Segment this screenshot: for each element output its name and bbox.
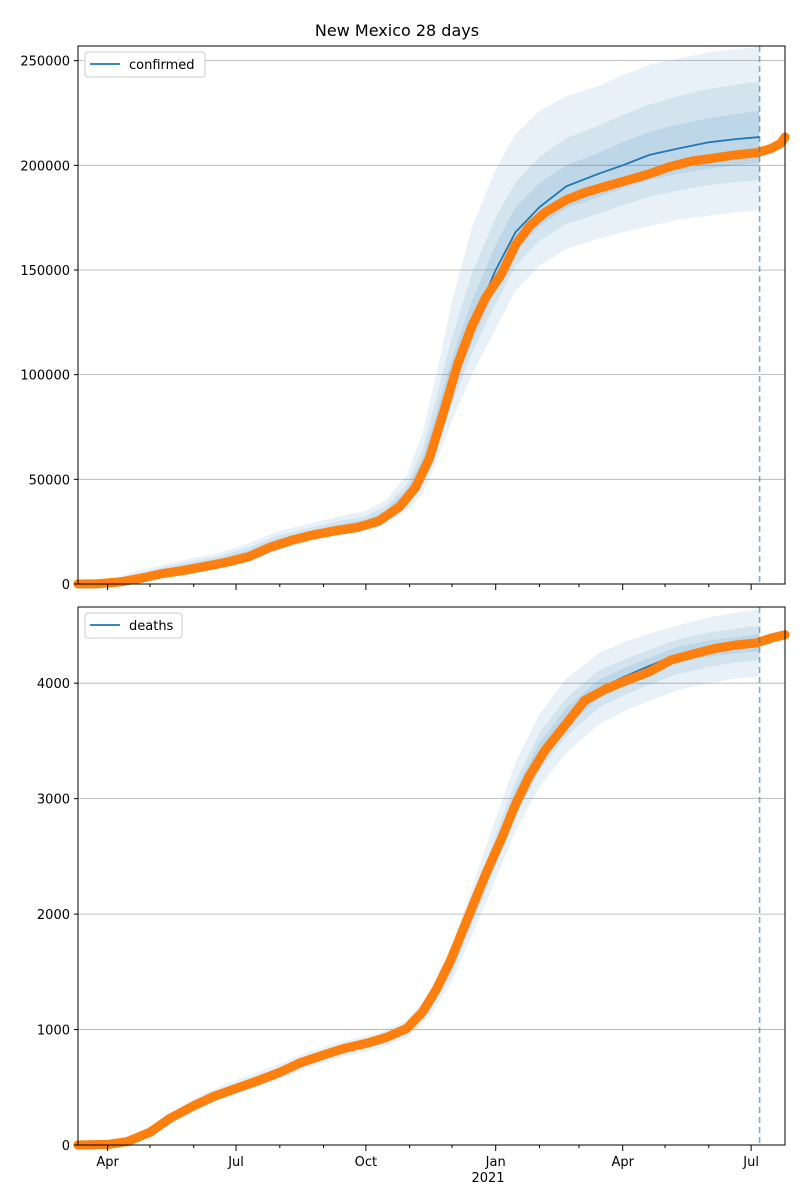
deaths-x-tick-label: Jul (742, 1155, 759, 1170)
deaths-x-tick-label: Jul (227, 1155, 244, 1170)
deaths-panel: 0 1000 2000 3000 4000 Apr Jul Oct Jan Apr Jul dea… (37, 606, 790, 1186)
deaths-x-tick-label: Oct (355, 1155, 377, 1170)
confirmed-uncertainty-band-2 (78, 81, 760, 584)
deaths-legend-box (84, 612, 183, 639)
deaths-legend-label: deaths (129, 619, 174, 634)
deaths-y-tick-label: 3000 (37, 793, 70, 808)
confirmed-y-tick-label: 0 (62, 578, 70, 593)
deaths-x-tick-label: Apr (96, 1155, 119, 1170)
year-label: 2021 (471, 1171, 504, 1186)
confirmed-plot-frame (77, 45, 786, 585)
confirmed-y-tick-label: 200000 (20, 159, 70, 174)
confirmed-y-tick-label: 250000 (20, 55, 70, 70)
confirmed-panel: 0 50000 100000 150000 200000 250000 confirmed (20, 45, 790, 593)
confirmed-x-ticks (107, 584, 752, 590)
deaths-y-tick-label: 2000 (37, 908, 70, 923)
confirmed-legend-box (84, 51, 206, 78)
confirmed-y-tick-label: 50000 (29, 473, 70, 488)
deaths-y-tick-label: 4000 (37, 677, 70, 692)
deaths-y-axis: 0 1000 2000 3000 4000 (37, 677, 78, 1154)
confirmed-uncertainty-band-1 (78, 47, 760, 584)
deaths-x-axis: Apr Jul Oct Jan Apr Jul (96, 1145, 759, 1170)
deaths-observed-series (73, 630, 790, 1150)
confirmed-legend: confirmed (84, 51, 206, 78)
deaths-legend: deaths (84, 612, 183, 639)
deaths-plot-frame (77, 606, 786, 1146)
confirmed-observed-series (73, 132, 790, 589)
deaths-x-tick-label: Apr (611, 1155, 634, 1170)
deaths-uncertainty-band-1 (78, 609, 760, 1145)
deaths-x-tick-label: Jan (485, 1155, 506, 1170)
deaths-y-tick-label: 0 (62, 1139, 70, 1154)
confirmed-y-axis: 0 50000 100000 150000 200000 250000 (20, 55, 78, 593)
confirmed-legend-label: confirmed (129, 58, 195, 73)
confirmed-y-tick-label: 100000 (20, 369, 70, 384)
deaths-uncertainty-bands (78, 609, 760, 1145)
deaths-y-tick-label: 1000 (37, 1024, 70, 1039)
confirmed-y-tick-label: 150000 (20, 264, 70, 279)
chart-title: New Mexico 28 days (315, 21, 479, 40)
